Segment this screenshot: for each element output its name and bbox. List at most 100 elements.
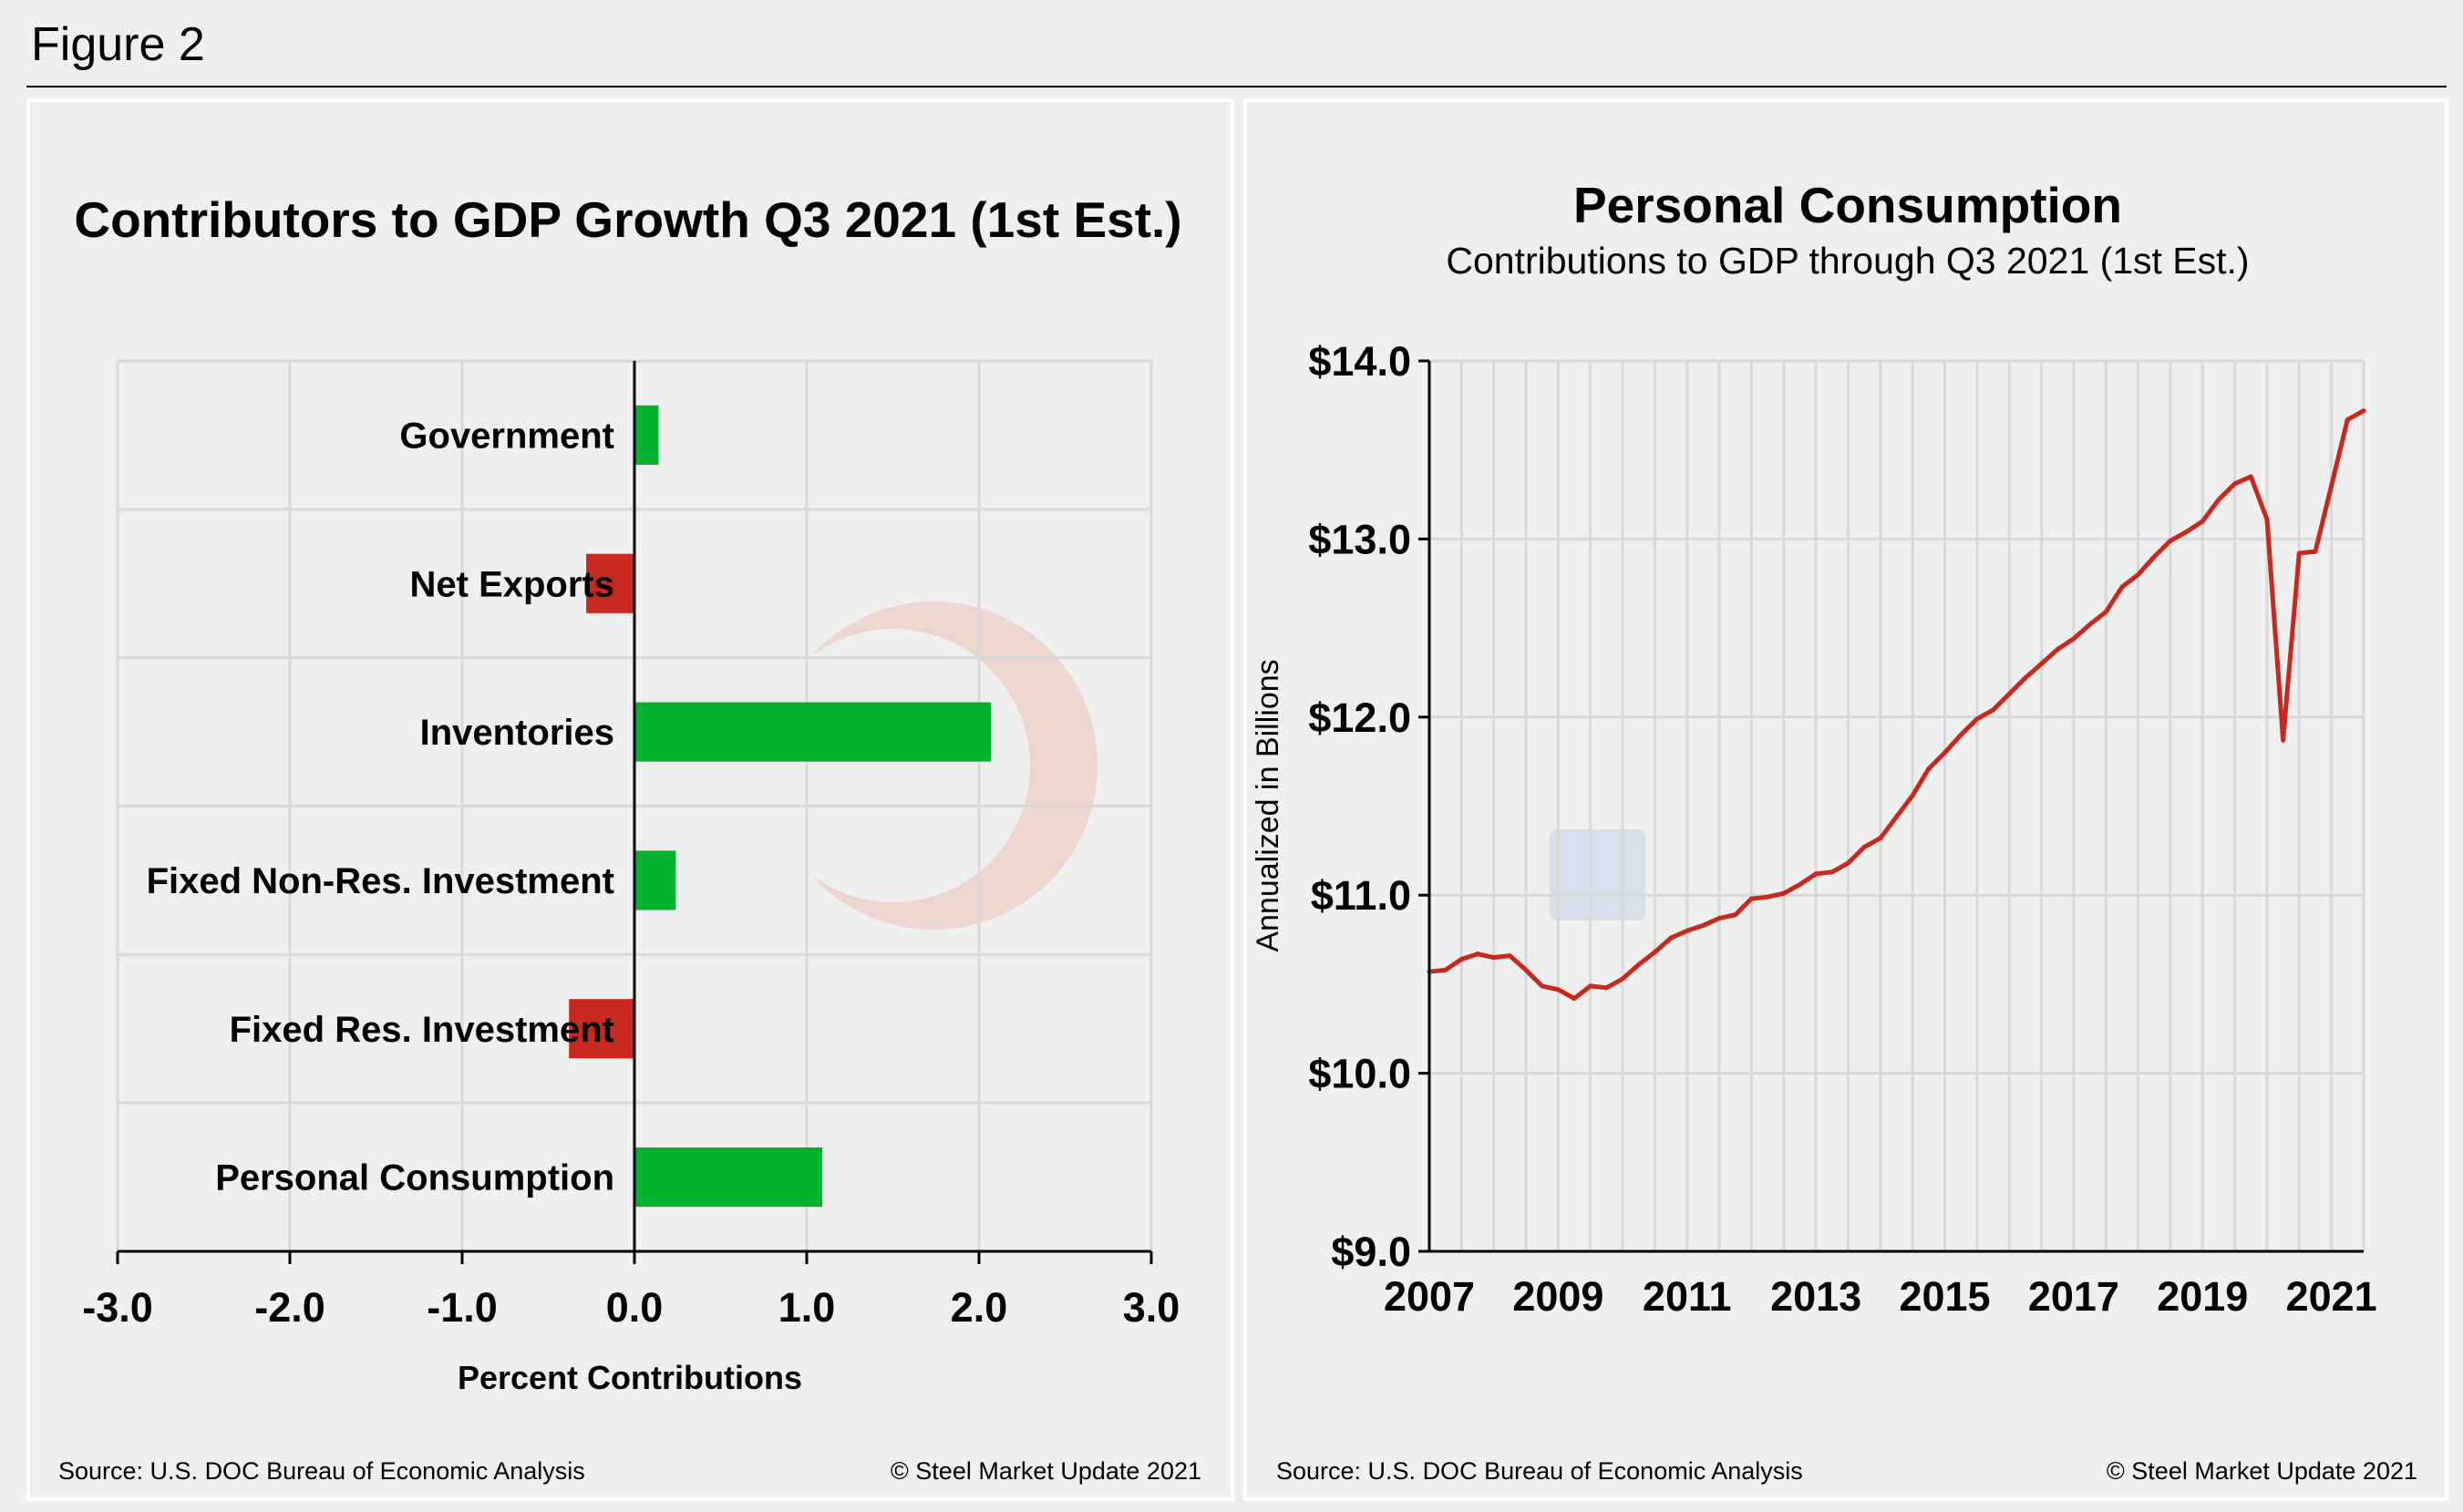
data-point xyxy=(1523,967,1529,972)
category-label: Government xyxy=(399,416,614,456)
data-point xyxy=(1636,962,1642,967)
data-point xyxy=(2248,474,2253,479)
cru-logo-icon xyxy=(1550,829,1645,921)
x-tick-label: 2013 xyxy=(1770,1273,1861,1320)
source-note: Source: U.S. DOC Bureau of Economic Anal… xyxy=(1276,1457,1803,1485)
x-tick-label: 2007 xyxy=(1384,1273,1475,1320)
data-point xyxy=(1716,916,1722,921)
data-point xyxy=(2039,661,2045,666)
data-point xyxy=(1797,881,1802,887)
x-tick-label: 2021 xyxy=(2286,1273,2377,1320)
bar-fixed-res-investment xyxy=(569,999,634,1059)
data-point xyxy=(2006,691,2012,696)
x-tick-label: 2009 xyxy=(1512,1273,1603,1320)
category-label: Net Exports xyxy=(410,564,615,604)
data-point xyxy=(2329,483,2334,489)
y-tick-label: $12.0 xyxy=(1308,694,1411,741)
data-point xyxy=(1572,996,1577,1002)
x-tick-label: 0.0 xyxy=(606,1284,664,1331)
x-tick-label: -3.0 xyxy=(82,1284,153,1331)
data-point xyxy=(1748,896,1754,901)
data-point xyxy=(1555,987,1561,993)
data-point xyxy=(1765,894,1770,900)
category-label: Fixed Res. Investment xyxy=(230,1010,614,1050)
data-point xyxy=(1845,860,1850,866)
data-point xyxy=(2232,481,2238,487)
y-tick-label: $14.0 xyxy=(1308,338,1411,385)
data-point xyxy=(1458,957,1464,962)
bar-inventories xyxy=(634,702,992,762)
bar-government xyxy=(634,405,659,465)
category-label: Fixed Non-Res. Investment xyxy=(147,861,614,901)
data-point xyxy=(2200,519,2205,524)
data-point xyxy=(1781,890,1787,896)
y-tick-label: $10.0 xyxy=(1308,1051,1411,1097)
data-point xyxy=(1733,912,1738,918)
data-point xyxy=(1540,983,1545,989)
data-point xyxy=(2071,636,2077,642)
data-point xyxy=(2313,549,2318,554)
bar-net-exports xyxy=(586,553,634,613)
bar-personal-consumption xyxy=(634,1147,823,1208)
x-tick-label: 2011 xyxy=(1643,1273,1732,1320)
category-label: Inventories xyxy=(420,713,614,753)
data-point xyxy=(2136,571,2141,577)
x-tick-label: 2.0 xyxy=(951,1284,1008,1331)
data-point xyxy=(1943,750,1948,756)
data-point xyxy=(1991,707,1996,713)
figure-label: Figure 2 xyxy=(31,18,205,71)
bar-chart-title: Contributors to GDP Growth Q3 2021 (1st … xyxy=(74,191,1181,248)
data-point xyxy=(1878,836,1883,841)
y-tick-label: $13.0 xyxy=(1308,516,1411,562)
bar-fixed-non-res-investment xyxy=(634,850,676,910)
data-point xyxy=(1700,922,1706,928)
data-point xyxy=(2296,550,2302,556)
data-point xyxy=(1475,951,1480,957)
data-point xyxy=(1443,967,1448,972)
copyright-note: © Steel Market Update 2021 xyxy=(2107,1457,2417,1485)
logo-swoosh-icon xyxy=(811,602,1098,931)
data-point xyxy=(2281,737,2286,743)
data-point xyxy=(1652,950,1657,955)
data-point xyxy=(1620,976,1625,982)
data-point xyxy=(1974,716,1980,722)
data-point xyxy=(1926,766,1932,771)
data-point xyxy=(2119,584,2125,590)
x-tick-label: 2019 xyxy=(2157,1273,2248,1320)
x-axis-title: Percent Contributions xyxy=(458,1359,802,1396)
y-tick-label: $9.0 xyxy=(1331,1229,1411,1275)
data-point xyxy=(2184,530,2190,535)
right-panel xyxy=(1243,98,2448,1501)
data-point xyxy=(1829,869,1835,875)
data-point xyxy=(2103,610,2108,615)
line-chart: Personal Consumption Contributions to GD… xyxy=(1251,177,2417,1485)
copyright-note: © Steel Market Update 2021 xyxy=(891,1457,1201,1485)
x-tick-label: 2017 xyxy=(2028,1273,2119,1320)
data-point xyxy=(1588,983,1593,989)
data-point xyxy=(1685,928,1690,933)
data-point xyxy=(1861,844,1867,849)
data-point xyxy=(2087,622,2093,627)
data-point xyxy=(1668,935,1674,941)
x-tick-label: 1.0 xyxy=(778,1284,836,1331)
x-tick-label: -1.0 xyxy=(427,1284,498,1331)
data-point xyxy=(1603,985,1609,991)
x-tick-label: 2015 xyxy=(1899,1273,1990,1320)
data-point xyxy=(2361,408,2366,414)
data-point xyxy=(2055,647,2060,653)
data-point xyxy=(2344,417,2350,422)
data-point xyxy=(2264,517,2270,522)
data-point xyxy=(1958,732,1963,737)
data-point xyxy=(2151,554,2157,560)
data-point xyxy=(1910,793,1915,798)
x-tick-label: 3.0 xyxy=(1123,1284,1180,1331)
category-label: Personal Consumption xyxy=(215,1158,614,1198)
y-tick-label: $11.0 xyxy=(1311,872,1411,919)
data-point xyxy=(1813,871,1819,877)
line-chart-title: Personal Consumption xyxy=(1573,177,2122,233)
source-note: Source: U.S. DOC Bureau of Economic Anal… xyxy=(58,1457,585,1485)
bar-chart: Contributors to GDP Growth Q3 2021 (1st … xyxy=(58,191,1201,1485)
data-point xyxy=(2023,675,2028,681)
left-panel xyxy=(26,98,1234,1501)
